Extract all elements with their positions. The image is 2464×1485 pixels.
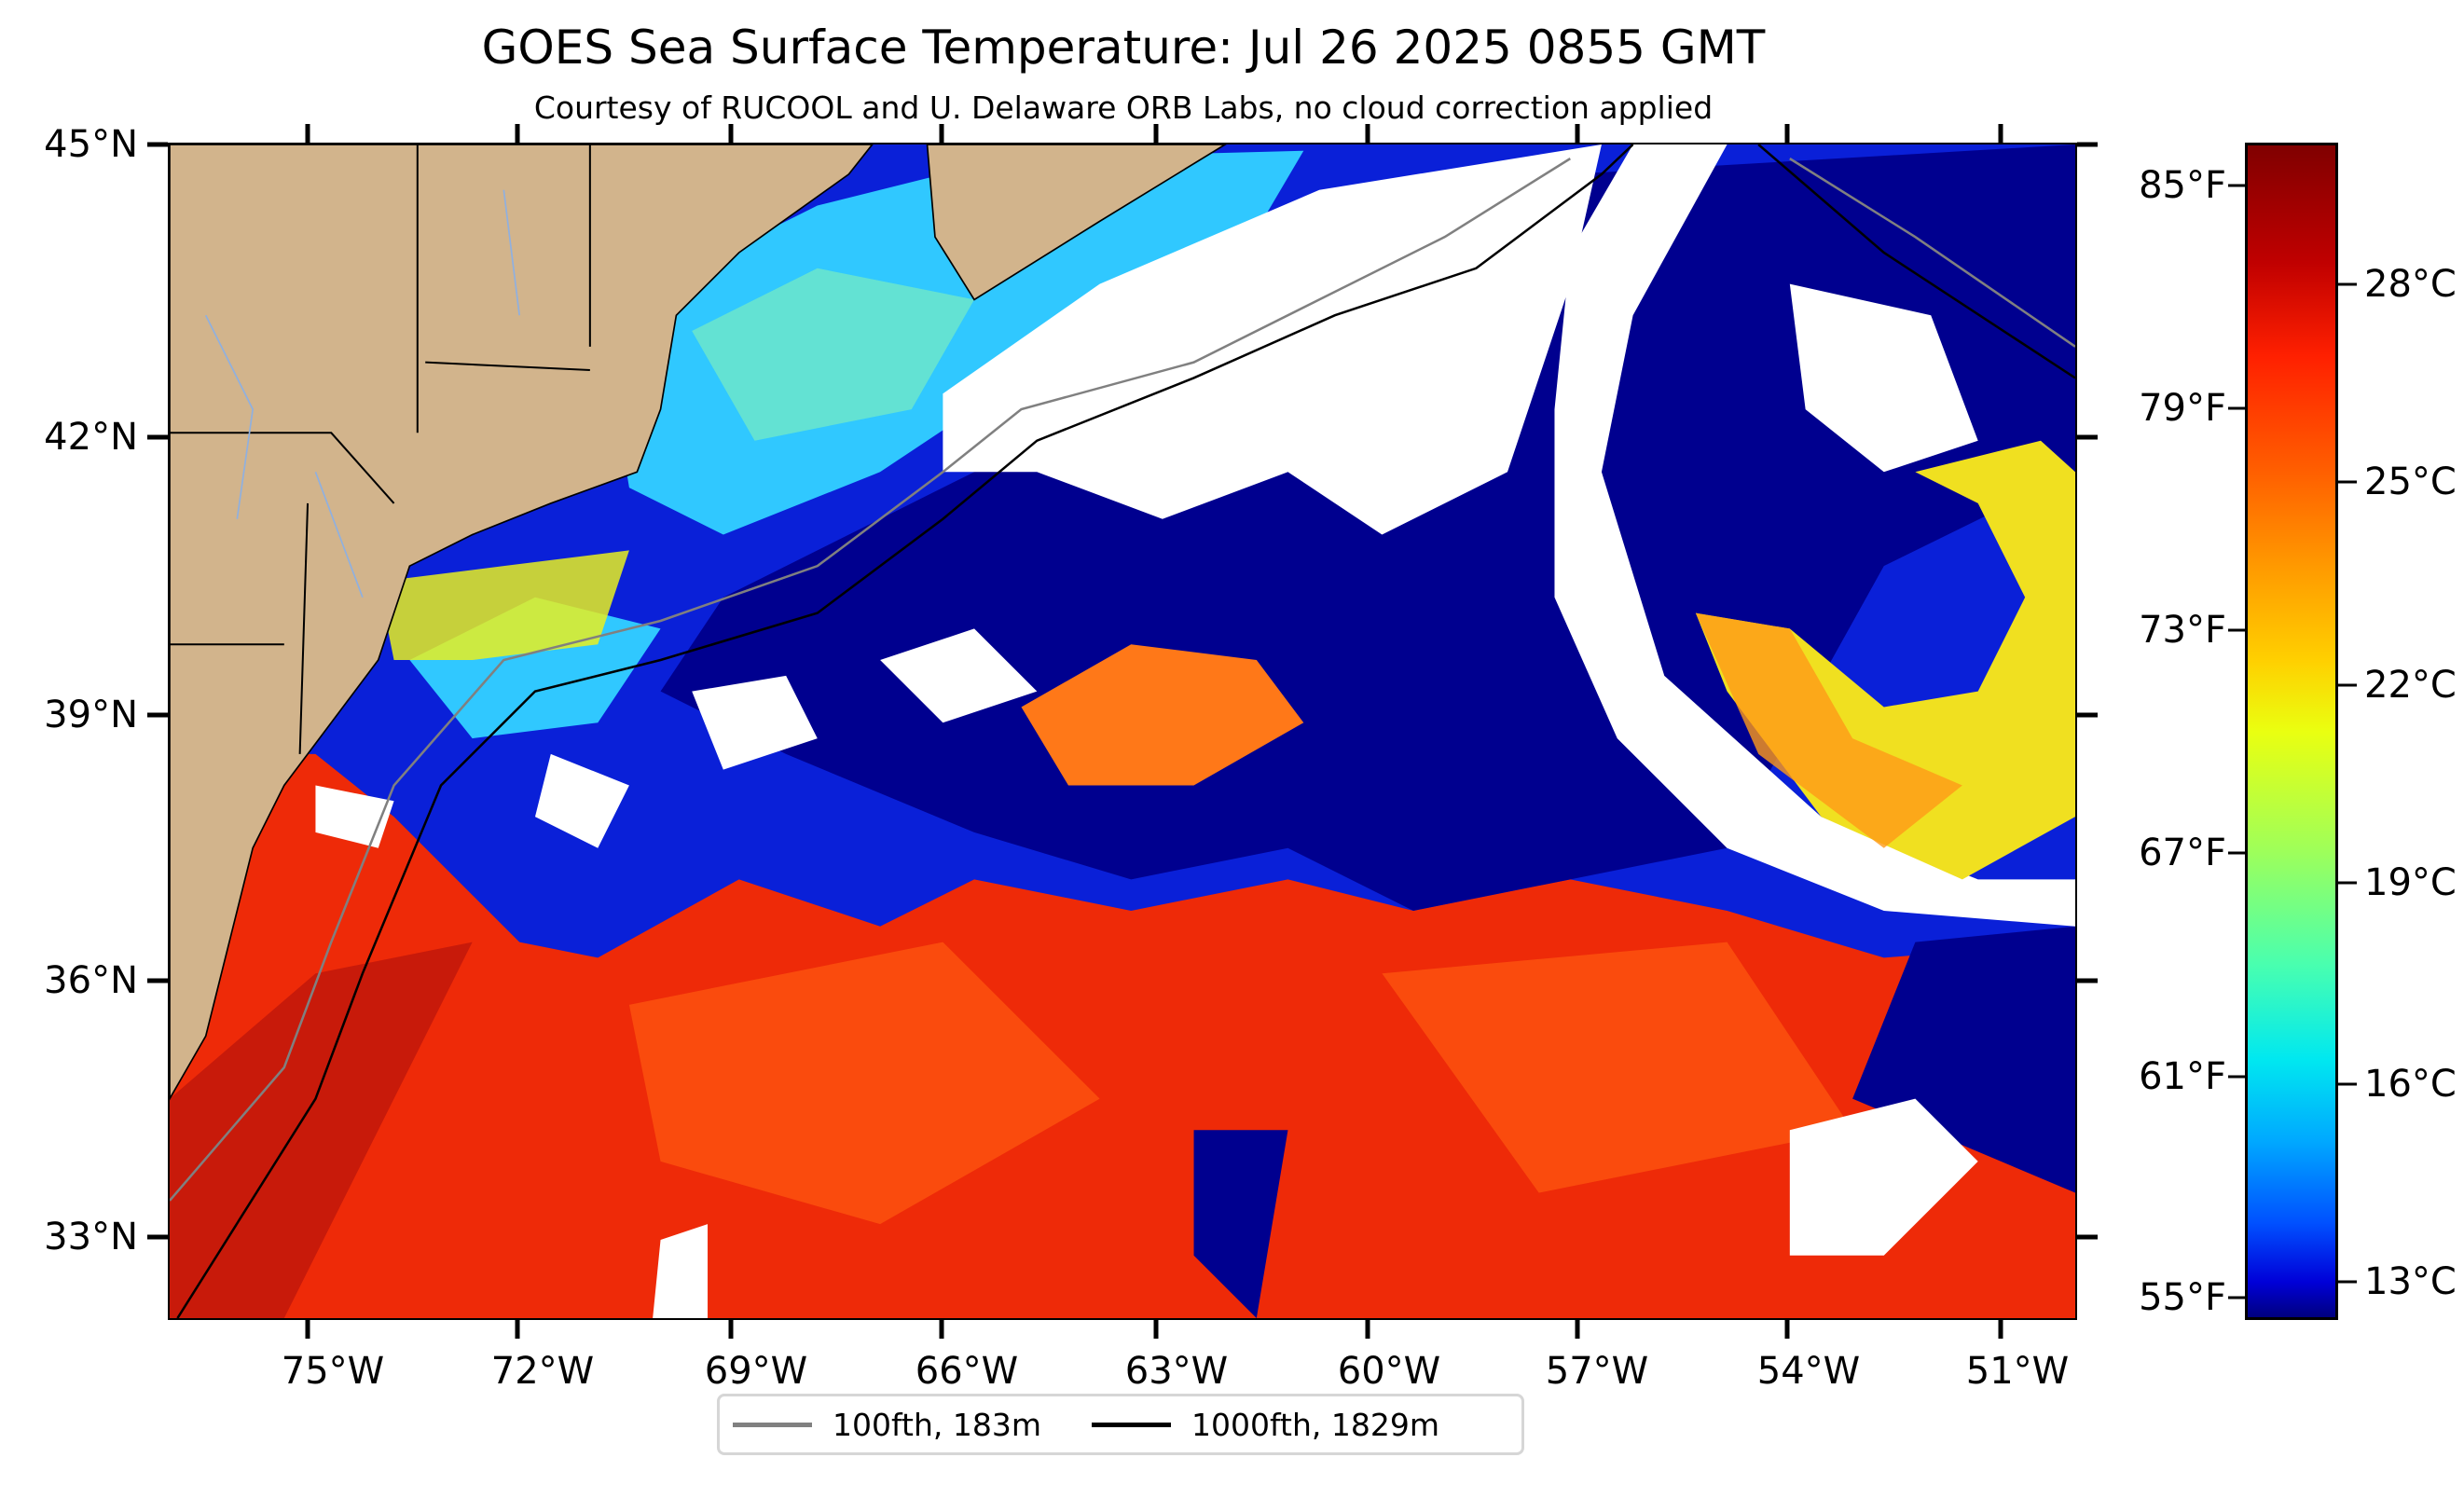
lon-label-57w: 57°W [1545,1350,1649,1393]
colorbar-f-tick [2228,851,2247,855]
colorbar-f-label: 61°F [2139,1055,2226,1098]
colorbar-c-label: 22°C [2364,664,2457,707]
lat-label-39n: 39°N [44,694,138,736]
lat-tick [147,1234,168,1240]
colorbar-c-tick [2338,881,2357,885]
sst-map [168,143,2077,1320]
orange-patches [628,942,1853,1225]
lon-label-63w: 63°W [1124,1350,1229,1393]
lon-tick-top [1998,124,2003,143]
colorbar-c-label: 16°C [2364,1063,2457,1106]
lon-tick [305,1320,310,1339]
colorbar-c-tick [2338,480,2357,484]
lat-tick [147,712,168,718]
lat-label-33n: 33°N [44,1216,138,1258]
legend-label-1000fth: 1000fth, 1829m [1191,1406,1439,1443]
lat-tick-right [2077,434,2098,440]
lon-tick-top [1784,124,1790,143]
colorbar-f-label: 85°F [2139,164,2226,207]
lon-label-75w: 75°W [281,1350,385,1393]
lon-tick-top [728,124,734,143]
colorbar-f-label: 73°F [2139,609,2226,652]
lon-tick-top [515,124,520,143]
colorbar-f-tick [2228,184,2247,187]
legend-line-1000fth [1092,1422,1171,1427]
lat-label-45n: 45°N [44,123,138,166]
lon-tick-top [1153,124,1159,143]
lat-tick-right [2077,712,2098,718]
lon-label-69w: 69°W [704,1350,808,1393]
colorbar-c-label: 28°C [2364,263,2457,306]
rivers [204,189,520,598]
colorbar-f-tick [2228,1075,2247,1079]
legend: 100fth, 183m 1000fth, 1829m [717,1394,1524,1455]
lon-tick-top [939,124,944,143]
colorbar-c-label: 13°C [2364,1260,2457,1303]
lon-tick-top [1365,124,1370,143]
colorbar [2245,143,2338,1320]
colorbar-c-tick [2338,1082,2357,1086]
colorbar-c-label: 19°C [2364,861,2457,904]
colorbar-c-tick [2338,683,2357,687]
orange-eddy [1021,644,1304,786]
lon-label-51w: 51°W [1965,1350,2070,1393]
cloud-east-arc [1554,144,2075,927]
colorbar-c-tick [2338,282,2357,286]
cloud-north [692,144,1602,770]
lon-label-66w: 66°W [915,1350,1019,1393]
map-title: GOES Sea Surface Temperature: Jul 26 202… [481,21,1766,75]
yellow-shelf-water [378,550,629,661]
gulf-of-maine-green [692,268,975,441]
colorbar-f-label: 67°F [2139,832,2226,874]
colorbar-c-label: 25°C [2364,461,2457,503]
lon-tick [1153,1320,1159,1339]
colorbar-f-label: 79°F [2139,387,2226,430]
state-borders [170,144,591,754]
lon-label-54w: 54°W [1756,1350,1861,1393]
legend-label-100fth: 100fth, 183m [833,1406,1041,1443]
lon-label-60w: 60°W [1337,1350,1441,1393]
contour-1000fth [176,144,2075,1318]
lon-tick [1998,1320,2003,1339]
colorbar-c-tick [2338,1280,2357,1284]
lat-tick-right [2077,978,2098,983]
lon-tick-top [305,124,310,143]
lat-tick [147,978,168,983]
lat-tick [147,434,168,440]
lat-tick [147,142,168,147]
colorbar-f-tick [2228,628,2247,632]
map-subtitle: Courtesy of RUCOOL and U. Delaware ORB L… [533,89,1714,126]
lat-label-36n: 36°N [44,959,138,1002]
lon-tick [1365,1320,1370,1339]
lon-tick [1784,1320,1790,1339]
sst-map-canvas [170,144,2075,1318]
lon-tick [728,1320,734,1339]
navy-water [660,144,2075,1318]
lon-label-72w: 72°W [490,1350,595,1393]
colorbar-f-tick [2228,1296,2247,1299]
lat-tick-right [2077,1234,2098,1240]
land [170,144,1227,1101]
lat-label-42n: 42°N [44,416,138,459]
contour-100fth [170,158,2075,1202]
lon-tick-top [1575,124,1580,143]
lon-tick [515,1320,520,1339]
lon-tick [939,1320,944,1339]
colorbar-f-label: 55°F [2139,1276,2226,1319]
lon-tick [1575,1320,1580,1339]
lat-tick-right [2077,142,2098,147]
legend-line-100fth [733,1422,812,1427]
gulf-stream-dark [170,942,473,1318]
colorbar-f-tick [2228,406,2247,410]
orange-swirl [1695,612,1962,848]
